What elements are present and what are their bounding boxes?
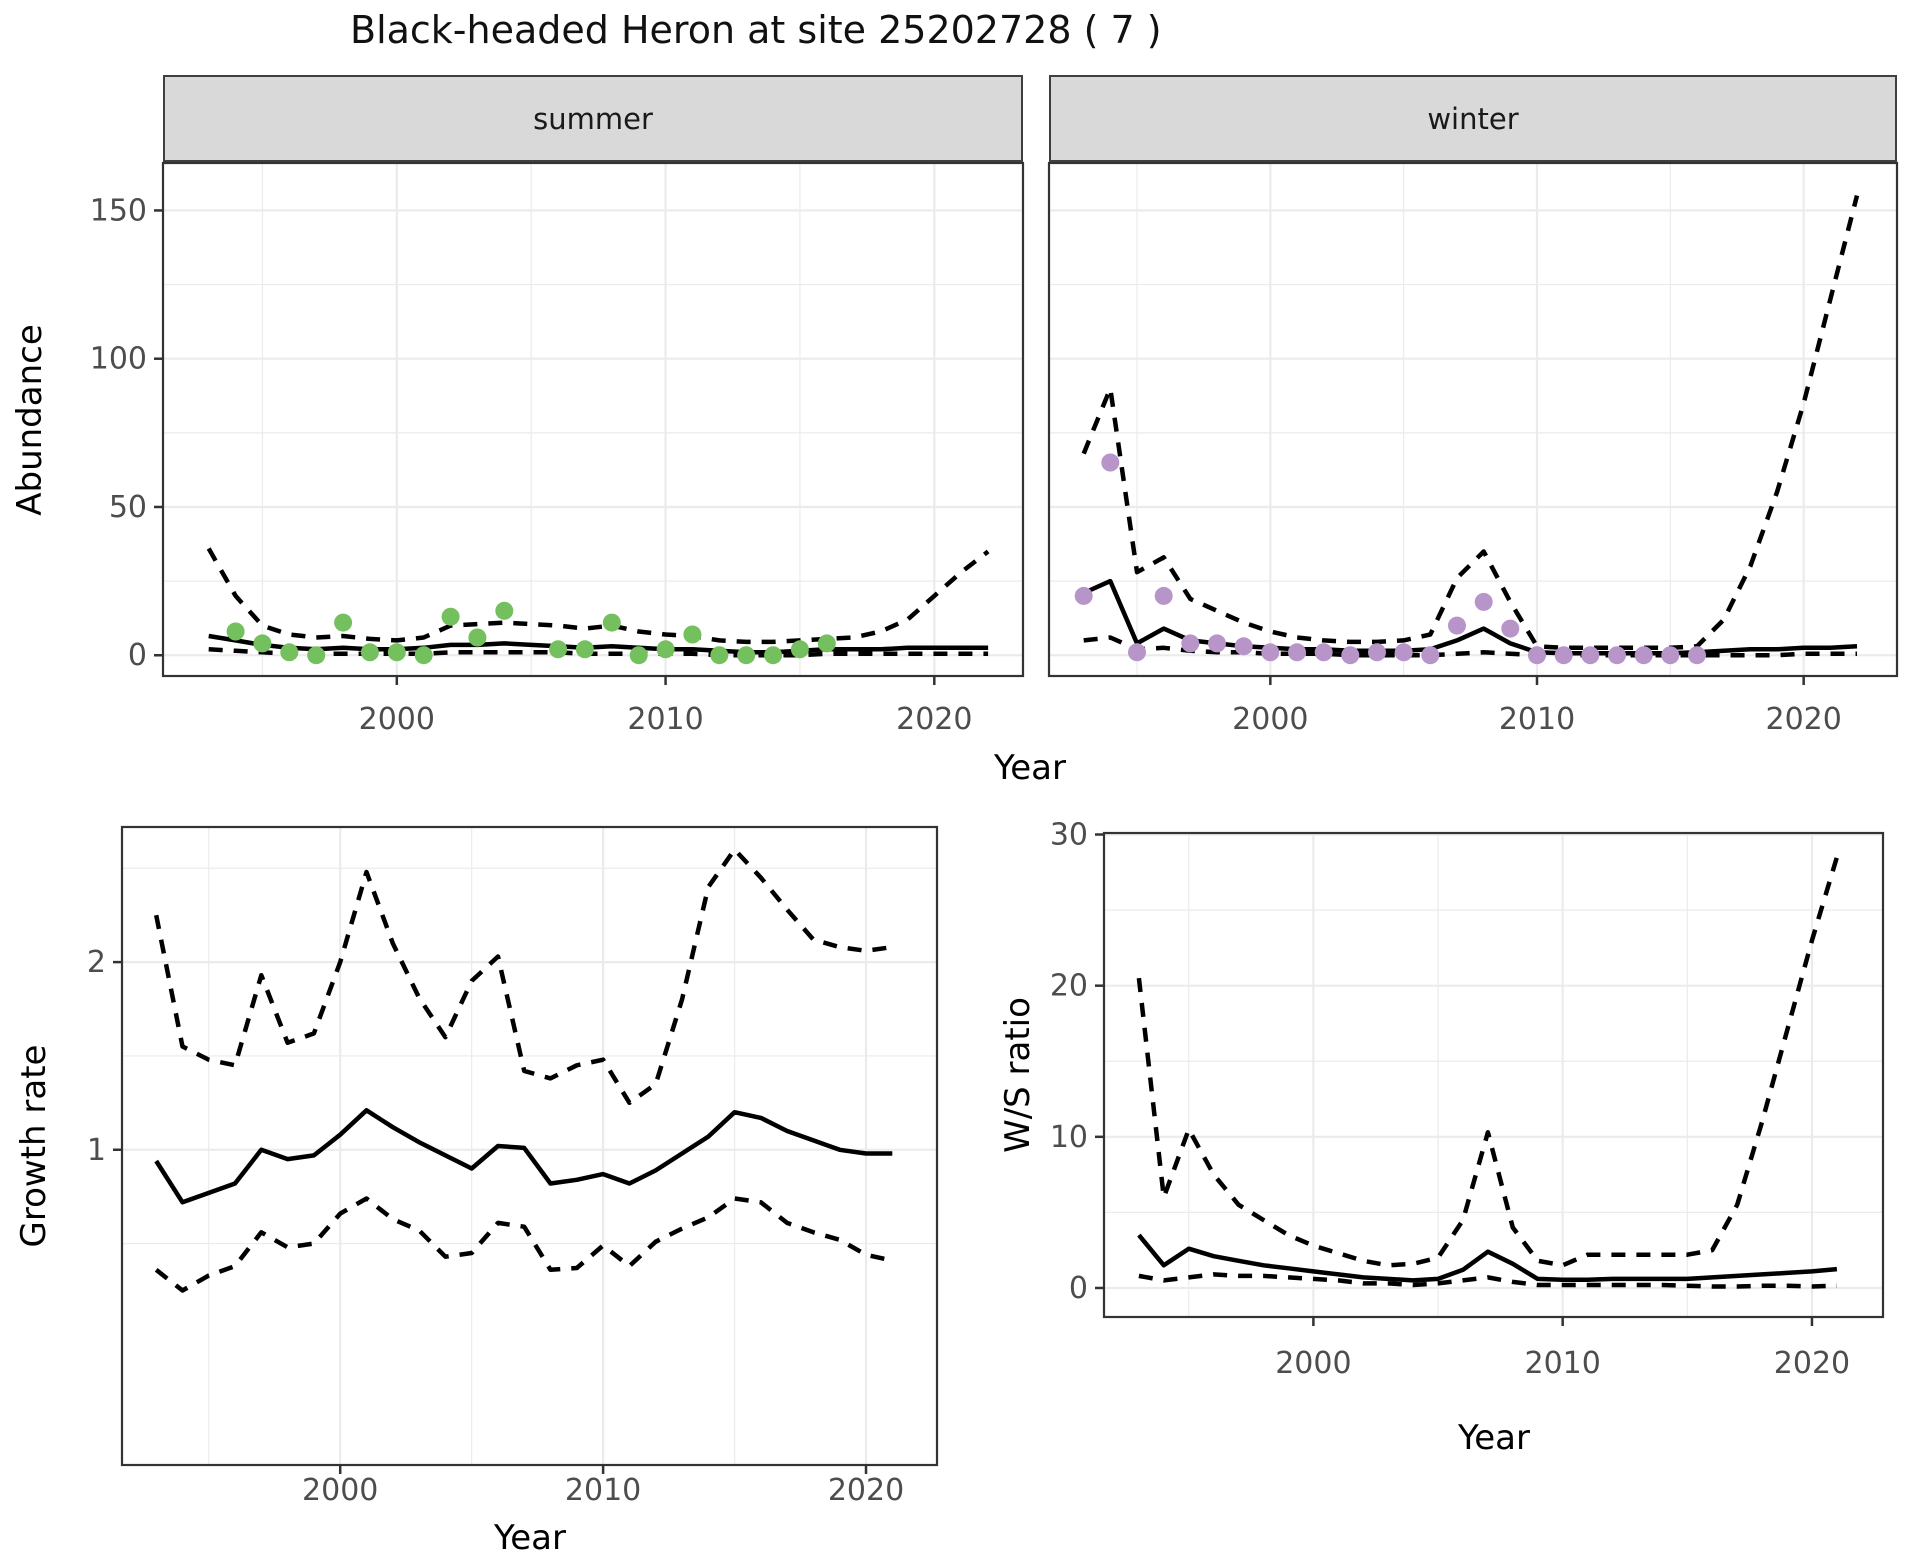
observed-count-abundance-summer [253, 634, 272, 653]
observed-count-abundance-winter [1234, 637, 1253, 656]
observed-count-abundance-winter [1634, 646, 1653, 665]
series-upper-ci-ws-ratio [1136, 856, 1840, 1268]
observed-count-abundance-summer [710, 646, 729, 665]
panel-growth-rate: 2000 2010 2020 1 2 [87, 825, 939, 1508]
x-tick-label: 2010 [627, 702, 703, 737]
panel-abundance-winter: 2000 2010 2020 [1047, 161, 1899, 737]
series-lower-ci-abundance-winter [1083, 635, 1857, 658]
y-tick-label: 30 [1050, 818, 1088, 853]
panel-background [163, 163, 1023, 676]
y-tick-label: 0 [1069, 1271, 1088, 1306]
x-tick-label: 2000 [302, 1473, 378, 1508]
series-median-fit-abundance-summer [208, 633, 989, 655]
observed-count-abundance-winter [1661, 646, 1680, 665]
panel-background [1104, 833, 1883, 1317]
y-tick-label: 10 [1050, 1120, 1088, 1155]
panel-border [161, 161, 1025, 678]
x-tick-label: 2020 [1774, 1346, 1850, 1381]
x-axis-title-year-ws: Year [1458, 1418, 1530, 1458]
panel-ws-ratio: 2000 2010 2020 0 10 20 30 [1050, 818, 1885, 1381]
observed-count-abundance-winter [1394, 643, 1413, 662]
observed-count-abundance-summer [280, 643, 299, 662]
panel-background [1049, 163, 1897, 676]
observed-count-abundance-summer [683, 625, 702, 644]
observed-count-abundance-winter [1528, 646, 1546, 665]
x-tick-label: 2020 [896, 702, 972, 737]
series-lower-ci-ws-ratio [1138, 1272, 1837, 1289]
x-axis-title-year-growth: Year [494, 1518, 566, 1558]
observed-count-abundance-winter [1501, 619, 1520, 638]
observed-count-abundance-winter [1181, 634, 1200, 653]
observed-count-abundance-summer [549, 640, 568, 659]
observed-count-abundance-summer [495, 601, 514, 620]
observed-count-abundance-winter [1208, 634, 1226, 653]
observed-count-abundance-winter [1101, 453, 1120, 472]
panel-border [1102, 831, 1885, 1319]
observed-count-abundance-summer [817, 634, 836, 653]
y-tick-label: 20 [1050, 969, 1088, 1004]
observed-count-abundance-winter [1608, 646, 1626, 665]
x-axis-title-year-top: Year [994, 748, 1066, 788]
x-tick-label: 2000 [359, 702, 435, 737]
series-upper-ci-growth-rate [153, 847, 893, 1106]
x-tick-label: 2000 [1275, 1346, 1351, 1381]
x-tick-label: 2010 [1524, 1346, 1600, 1381]
figure-title: Black-headed Heron at site 25202728 ( 7 … [350, 8, 1162, 52]
observed-count-abundance-summer [307, 646, 326, 665]
series-median-fit-growth-rate [154, 1108, 893, 1205]
observed-count-abundance-summer [360, 643, 379, 662]
observed-count-abundance-summer [441, 607, 460, 626]
series-upper-ci-abundance-summer [206, 547, 990, 645]
y-tick-label: 100 [90, 342, 147, 377]
observed-count-abundance-winter [1474, 592, 1493, 611]
observed-count-abundance-winter [1581, 646, 1600, 665]
observed-count-abundance-summer [226, 622, 245, 641]
series-upper-ci-abundance-winter [1081, 195, 1860, 651]
x-tick-label: 2020 [1765, 702, 1841, 737]
x-tick-label: 2020 [828, 1473, 904, 1508]
x-tick-label: 2000 [1232, 702, 1308, 737]
observed-count-abundance-summer [629, 646, 648, 665]
y-tick-label: 50 [109, 490, 147, 525]
facet-strip-summer: summer [163, 75, 1023, 162]
y-tick-label: 150 [90, 193, 147, 228]
observed-count-abundance-summer [737, 646, 756, 665]
observed-count-abundance-winter [1421, 646, 1440, 665]
y-tick-label: 1 [87, 1133, 106, 1168]
observed-count-abundance-winter [1341, 646, 1360, 665]
observed-count-abundance-summer [575, 640, 594, 659]
observed-count-abundance-summer [656, 640, 675, 659]
observed-count-abundance-winter [1368, 643, 1386, 662]
x-tick-label: 2010 [565, 1473, 641, 1508]
observed-count-abundance-summer [414, 646, 433, 665]
observed-count-abundance-winter [1448, 616, 1466, 635]
observed-count-abundance-summer [602, 613, 621, 632]
series-median-fit-ws-ratio [1137, 1233, 1838, 1283]
observed-count-abundance-winter [1074, 586, 1093, 605]
observed-count-abundance-summer [334, 613, 353, 632]
observed-count-abundance-winter [1261, 643, 1280, 662]
observed-count-abundance-winter [1554, 646, 1573, 665]
observed-count-abundance-winter [1688, 646, 1706, 665]
observed-count-abundance-summer [764, 646, 783, 665]
panel-border [120, 825, 939, 1467]
panel-background [122, 827, 937, 1465]
observed-count-abundance-winter [1128, 643, 1146, 662]
observed-count-abundance-summer [387, 643, 406, 662]
x-tick-label: 2010 [1499, 702, 1575, 737]
panel-abundance-summer: 2000 2010 2020 0 50 100 150 [90, 161, 1025, 737]
observed-count-abundance-winter [1288, 643, 1306, 662]
observed-count-abundance-winter [1154, 586, 1173, 605]
facet-strip-winter: winter [1049, 75, 1897, 162]
series-lower-ci-abundance-summer [208, 647, 989, 658]
y-tick-label: 2 [87, 945, 106, 980]
observed-count-abundance-summer [468, 628, 487, 647]
observed-count-abundance-summer [790, 640, 809, 659]
y-tick-label: 0 [128, 638, 147, 673]
observed-count-abundance-winter [1314, 643, 1333, 662]
panel-border [1047, 161, 1899, 678]
series-lower-ci-growth-rate [154, 1196, 893, 1293]
